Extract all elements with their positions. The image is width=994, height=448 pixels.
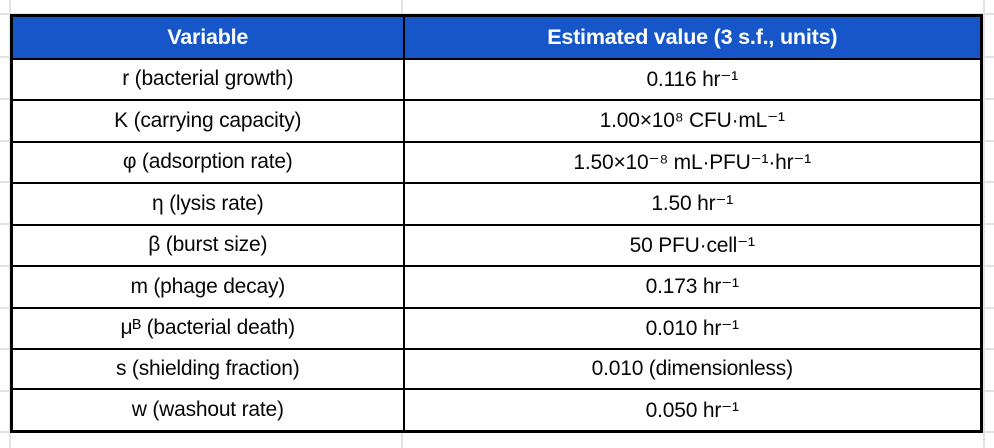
parameters-table: Variable Estimated value (3 s.f., units)…	[10, 14, 983, 433]
variable-cell[interactable]: s (shielding fraction)	[10, 348, 405, 391]
table-row: K (carrying capacity) 1.00×10⁸ CFU·mL⁻¹	[10, 99, 983, 143]
column-header-variable[interactable]: Variable	[10, 14, 405, 60]
variable-cell[interactable]: η (lysis rate)	[10, 182, 405, 226]
table-row: φ (adsorption rate) 1.50×10⁻⁸ mL·PFU⁻¹·h…	[10, 140, 983, 185]
value-cell[interactable]: 0.116 hr⁻¹	[402, 57, 983, 102]
table-row: m (phage decay) 0.173 hr⁻¹	[10, 265, 983, 309]
value-cell[interactable]: 0.010 (dimensionless)	[402, 348, 983, 391]
variable-cell[interactable]: β (burst size)	[10, 223, 405, 268]
variable-cell[interactable]: φ (adsorption rate)	[10, 140, 405, 185]
value-cell[interactable]: 0.010 hr⁻¹	[402, 306, 983, 351]
table-header-row: Variable Estimated value (3 s.f., units)	[10, 14, 983, 60]
table-row: η (lysis rate) 1.50 hr⁻¹	[10, 182, 983, 226]
variable-cell[interactable]: μᴮ (bacterial death)	[10, 306, 405, 351]
variable-cell[interactable]: m (phage decay)	[10, 265, 405, 309]
table-row: μᴮ (bacterial death) 0.010 hr⁻¹	[10, 306, 983, 351]
value-cell[interactable]: 1.50×10⁻⁸ mL·PFU⁻¹·hr⁻¹	[402, 140, 983, 185]
table-row: s (shielding fraction) 0.010 (dimensionl…	[10, 348, 983, 391]
table-row: w (washout rate) 0.050 hr⁻¹	[10, 388, 983, 433]
value-cell[interactable]: 50 PFU·cell⁻¹	[402, 223, 983, 268]
variable-cell[interactable]: r (bacterial growth)	[10, 57, 405, 102]
value-cell[interactable]: 0.050 hr⁻¹	[402, 388, 983, 433]
table-row: r (bacterial growth) 0.116 hr⁻¹	[10, 57, 983, 102]
value-cell[interactable]: 0.173 hr⁻¹	[402, 265, 983, 309]
variable-cell[interactable]: w (washout rate)	[10, 388, 405, 433]
variable-cell[interactable]: K (carrying capacity)	[10, 99, 405, 143]
table-row: β (burst size) 50 PFU·cell⁻¹	[10, 223, 983, 268]
sheet-gridline-vertical	[983, 0, 985, 448]
value-cell[interactable]: 1.50 hr⁻¹	[402, 182, 983, 226]
column-header-estimated-value[interactable]: Estimated value (3 s.f., units)	[402, 14, 983, 60]
value-cell[interactable]: 1.00×10⁸ CFU·mL⁻¹	[402, 99, 983, 143]
